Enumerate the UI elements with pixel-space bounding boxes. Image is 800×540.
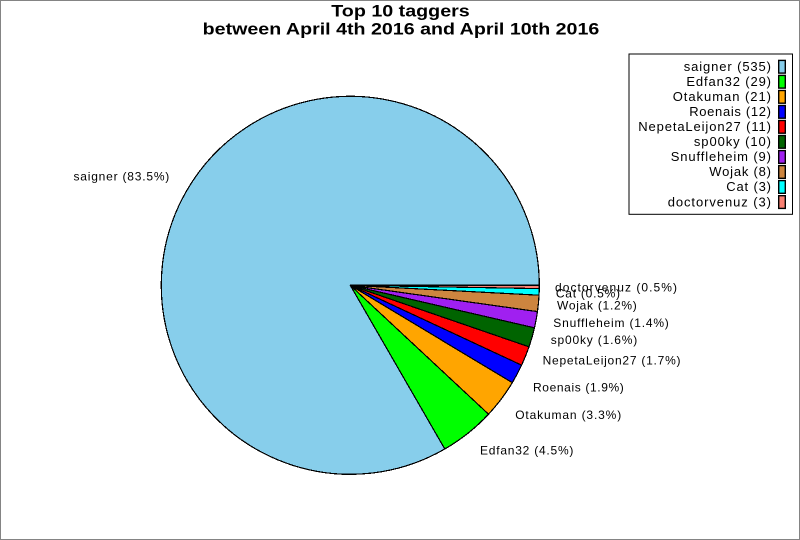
svg-text:Cat (0.5%): Cat (0.5%)	[556, 287, 620, 301]
svg-text:Roenais (1.9%): Roenais (1.9%)	[533, 380, 624, 394]
svg-text:Otakuman (3.3%): Otakuman (3.3%)	[515, 408, 621, 422]
svg-text:doctorvenuz (0.5%): doctorvenuz (0.5%)	[555, 280, 677, 294]
svg-text:saigner (83.5%): saigner (83.5%)	[74, 170, 170, 184]
svg-text:Edfan32 (4.5%): Edfan32 (4.5%)	[480, 444, 573, 458]
svg-text:sp00ky (1.6%): sp00ky (1.6%)	[551, 333, 638, 347]
svg-text:NepetaLeijon27 (11): NepetaLeijon27 (11)	[638, 119, 771, 134]
svg-text:Snuffleheim (9): Snuffleheim (9)	[671, 149, 771, 164]
svg-text:between April 4th 2016 and Apr: between April 4th 2016 and April 10th 20…	[203, 19, 600, 38]
svg-text:NepetaLeijon27 (1.7%): NepetaLeijon27 (1.7%)	[543, 353, 681, 367]
svg-text:Roenais (12): Roenais (12)	[689, 104, 771, 119]
svg-text:sp00ky (10): sp00ky (10)	[694, 134, 771, 149]
svg-text:Otakuman (21): Otakuman (21)	[673, 89, 771, 104]
svg-text:Wojak (1.2%): Wojak (1.2%)	[557, 299, 637, 313]
svg-text:doctorvenuz (3): doctorvenuz (3)	[668, 194, 771, 209]
svg-text:saigner (535): saigner (535)	[684, 59, 771, 74]
svg-text:Cat (3): Cat (3)	[726, 179, 771, 194]
svg-text:Edfan32 (29): Edfan32 (29)	[686, 74, 771, 89]
svg-text:Top 10 taggers: Top 10 taggers	[331, 2, 470, 21]
svg-text:Snuffleheim (1.4%): Snuffleheim (1.4%)	[553, 316, 669, 330]
svg-text:Wojak (8): Wojak (8)	[709, 164, 771, 179]
